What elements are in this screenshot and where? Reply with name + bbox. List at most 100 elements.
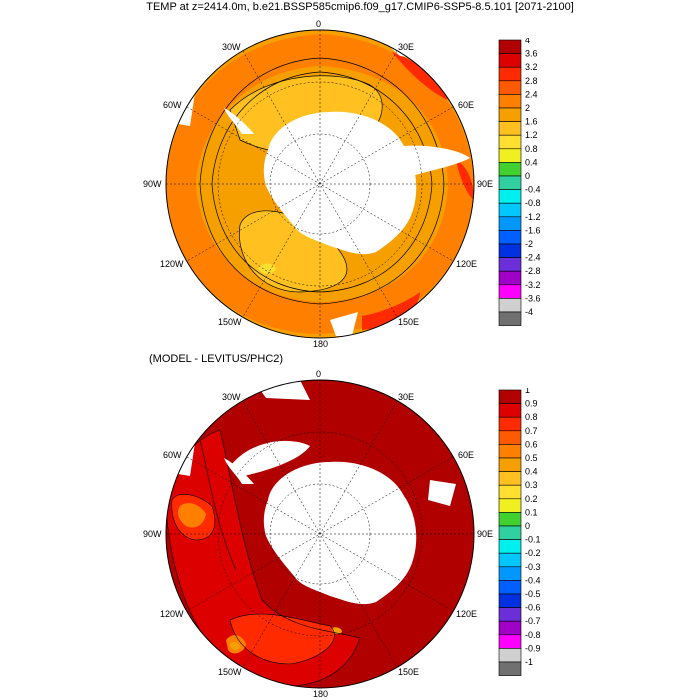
bottom-colorbar-tick-label: 0.6 <box>525 439 538 449</box>
bottom-colorbar-color-box <box>498 607 522 622</box>
bottom-lon-120w: 120W <box>160 609 184 619</box>
top-colorbar-color-box <box>498 230 522 245</box>
top-hot-patch-east <box>456 160 474 200</box>
top-hot-patch-southeast <box>362 292 420 330</box>
top-colorbar-color-box <box>498 298 522 313</box>
top-colorbar-tick-label: -4 <box>525 307 533 317</box>
top-graticule <box>166 30 474 338</box>
top-land-nz <box>330 312 358 336</box>
bottom-pacific-pale <box>178 503 206 528</box>
bottom-antarctica <box>263 461 417 605</box>
top-lon-150w: 150W <box>218 317 242 327</box>
bottom-colorbar-tick-label: -0.8 <box>525 630 541 640</box>
bottom-longitude-labels: 0 30E 60E 90E 120E 150E 180 150W 120W 90… <box>143 369 493 699</box>
bottom-colorbar-color-box <box>498 539 522 554</box>
bottom-lon-90e: 90E <box>477 529 493 539</box>
top-colorbar-color-box <box>498 80 522 95</box>
top-colorbar-tick-label: 4 <box>525 38 530 45</box>
top-colorbar-tick-label: -1.6 <box>525 225 541 235</box>
top-colorbar: 4 3.6 3.2 2.8 2.4 2 1.6 1.2 0.8 0.4 0 -0.4 -0.8 -1.2 -… <box>498 38 541 326</box>
top-colorbar-color-box <box>498 148 522 163</box>
top-colorbar-tick-label: -2.8 <box>525 266 541 276</box>
top-colorbar-tick-label: -2 <box>525 239 533 249</box>
top-colorbar-color-box <box>498 107 522 122</box>
top-colorbar-tick-label: -0.8 <box>525 198 541 208</box>
bottom-lon-30w: 30W <box>222 392 241 402</box>
top-colorbar-color-box <box>498 257 522 272</box>
bottom-ice-shelf-weddell <box>232 440 310 476</box>
bottom-lon-0: 0 <box>316 369 321 379</box>
top-colorbar-color-box <box>498 39 522 54</box>
top-hot-patch-northeast <box>392 52 448 100</box>
bottom-lon-120e: 120E <box>456 609 477 619</box>
top-lon-90e: 90E <box>477 179 493 189</box>
bottom-map-field <box>166 380 474 688</box>
top-lon-30e: 30E <box>398 42 414 52</box>
top-lon-150e: 150E <box>398 317 419 327</box>
bottom-colorbar-color-box <box>498 512 522 527</box>
bottom-colorbar-color-box <box>498 471 522 486</box>
top-lon-120e: 120E <box>456 259 477 269</box>
top-longitude-labels: 0 30E 60E 90E 120E 150E 180 150W 120W 90… <box>143 19 493 349</box>
bottom-colorbar-tick-label: 0.9 <box>525 399 538 409</box>
top-colorbar-tick-label: 0.4 <box>525 157 538 167</box>
bottom-colorbar-color-box <box>498 593 522 608</box>
top-antarctica <box>263 111 417 255</box>
bottom-lon-150w: 150W <box>218 667 242 677</box>
bottom-colorbar-tick-label: -0.3 <box>525 562 541 572</box>
top-colorbar-tick-label: 3.2 <box>525 62 538 72</box>
bottom-colorbar-tick-label: 0.3 <box>525 480 538 490</box>
bottom-colorbar-color-box <box>498 634 522 649</box>
top-colorbar-color-box <box>498 121 522 136</box>
bottom-graticule <box>166 380 474 688</box>
top-colorbar-color-box <box>498 53 522 68</box>
top-colorbar-tick-label: 1.6 <box>525 117 538 127</box>
top-colorbar-tick-label: 2.8 <box>525 76 538 86</box>
bottom-lon-60w: 60W <box>163 450 182 460</box>
bottom-colorbar-tick-label: -0.1 <box>525 535 541 545</box>
bottom-lon-60e: 60E <box>458 450 474 460</box>
bottom-colorbar-color-box <box>498 498 522 513</box>
bottom-lon-180: 180 <box>313 689 328 699</box>
top-colorbar-color-box <box>498 134 522 150</box>
top-colorbar-tick-label: 2 <box>525 103 530 113</box>
bottom-colorbar-tick-label: 0.5 <box>525 453 538 463</box>
top-ice-shelf-east <box>404 145 470 176</box>
bottom-colorbar-tick-label: -0.6 <box>525 603 541 613</box>
difference-plot-subtitle: (MODEL - LEVITUS/PHC2) <box>149 353 284 365</box>
bottom-colorbar-color-box <box>498 552 522 568</box>
bottom-colorbar-color-box <box>498 648 522 663</box>
bottom-colorbar-tick-label: -0.4 <box>525 575 541 585</box>
top-colorbar-color-box <box>498 202 522 218</box>
bottom-map-border <box>165 379 475 689</box>
bottom-colorbar-tick-label: 0.4 <box>525 467 538 477</box>
top-colorbar-tick-label: 1.2 <box>525 130 538 140</box>
bottom-colorbar-color-box <box>498 484 522 500</box>
bottom-colorbar-tick-label: 0.8 <box>525 412 538 422</box>
bottom-pacific-anomaly <box>166 430 360 687</box>
bottom-colorbar-tick-label: 0.2 <box>525 494 538 504</box>
top-colorbar-color-box <box>498 243 522 258</box>
bottom-colorbar-color-box <box>498 389 522 404</box>
bottom-colorbar-color-box <box>498 430 522 445</box>
bottom-lon-30e: 30E <box>398 392 414 402</box>
bottom-ross-light <box>230 641 240 651</box>
bottom-colorbar-color-box <box>498 444 522 459</box>
bottom-lon-90w: 90W <box>143 529 162 539</box>
bottom-colorbar-tick-label: 0.7 <box>525 426 538 436</box>
top-colorbar-tick-label: 0.8 <box>525 144 538 154</box>
bottom-colorbar-tick-label: -1 <box>525 657 533 667</box>
bottom-colorbar-tick-label: -0.2 <box>525 548 541 558</box>
bottom-colorbar-tick-label: 1 <box>525 388 530 395</box>
bottom-colorbar-color-box <box>498 566 522 581</box>
bottom-colorbar-tick-label: -0.5 <box>525 589 541 599</box>
top-colorbar-tick-label: 3.6 <box>525 49 538 59</box>
top-map-border <box>165 29 475 339</box>
bottom-colorbar-color-box <box>498 416 522 432</box>
top-lon-180: 180 <box>313 339 328 349</box>
top-lon-0: 0 <box>316 19 321 29</box>
top-colorbar-color-box <box>498 162 522 177</box>
top-lon-90w: 90W <box>143 179 162 189</box>
